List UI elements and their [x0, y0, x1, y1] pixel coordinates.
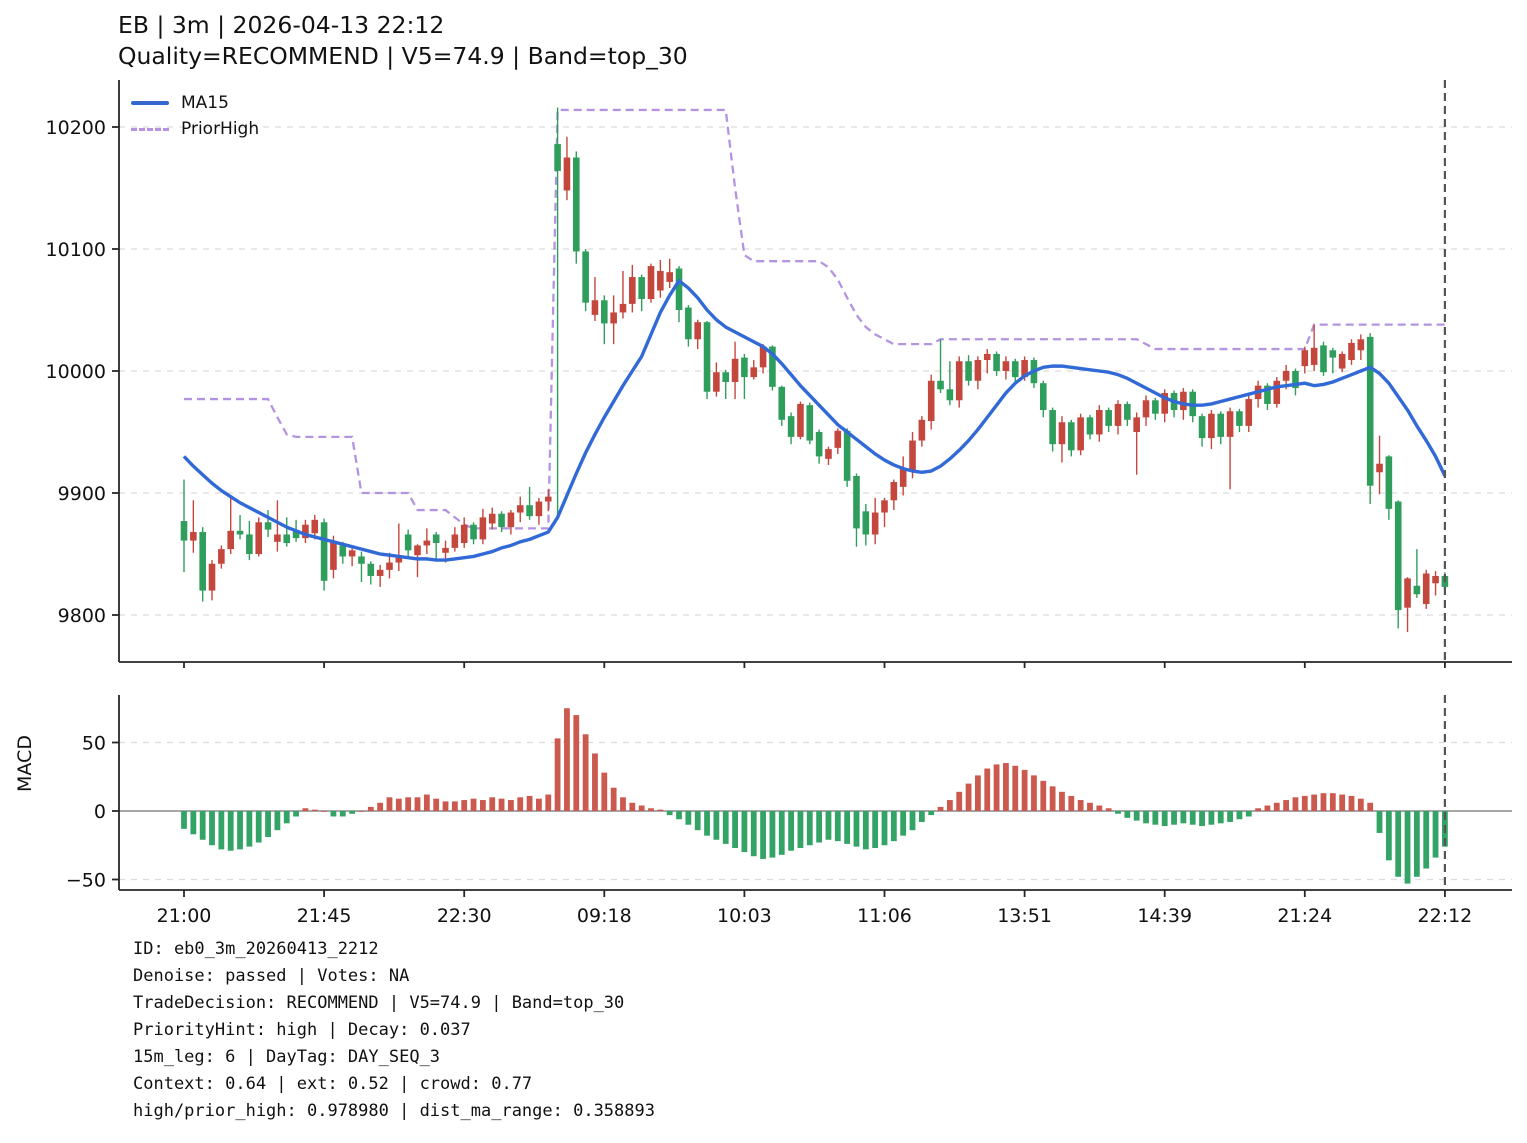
svg-text:22:12: 22:12: [1418, 905, 1473, 927]
title-line-1: EB | 3m | 2026-04-13 22:12: [118, 11, 445, 39]
macd-histogram: [181, 708, 1448, 884]
svg-text:11:06: 11:06: [857, 905, 912, 927]
svg-text:13:51: 13:51: [997, 905, 1052, 927]
svg-text:09:18: 09:18: [577, 905, 632, 927]
svg-text:22:30: 22:30: [437, 905, 492, 927]
svg-text:0: 0: [94, 801, 106, 823]
prior-high-dash-swatch: [131, 127, 169, 131]
legend-item-priorhigh: PriorHigh: [131, 116, 259, 142]
svg-text:10100: 10100: [46, 239, 106, 261]
svg-text:10:03: 10:03: [717, 905, 772, 927]
svg-text:9900: 9900: [58, 483, 106, 505]
svg-text:14:39: 14:39: [1137, 905, 1192, 927]
svg-text:21:00: 21:00: [157, 905, 212, 927]
svg-text:10000: 10000: [46, 361, 106, 383]
legend: MA15 PriorHigh: [131, 90, 259, 142]
prior-high-legend-label: PriorHigh: [181, 119, 260, 139]
footer-metadata: ID: eb0_3m_20260413_2212 Denoise: passed…: [133, 939, 655, 1121]
svg-text:9800: 9800: [58, 605, 106, 627]
svg-text:10200: 10200: [46, 117, 106, 139]
ma15-legend-label: MA15: [181, 93, 229, 113]
svg-text:50: 50: [82, 733, 106, 755]
gridlines: [119, 126, 1512, 881]
prior-high-line: [184, 108, 1445, 530]
svg-text:21:45: 21:45: [297, 905, 352, 927]
ma15-line-swatch: [131, 101, 169, 105]
title-line-2: Quality=RECOMMEND | V5=74.9 | Band=top_3…: [118, 42, 688, 70]
axes-and-ticks: 9800 9900 10000 10100 10200 −50 0 50 21:00 21:45 2…: [46, 80, 1512, 927]
chart-title: EB | 3m | 2026-04-13 22:12 Quality=RECOM…: [118, 10, 688, 72]
legend-item-ma15: MA15: [131, 90, 259, 116]
macd-axis-label: MACD: [14, 735, 36, 792]
candlestick-series: [180, 107, 1449, 633]
ma15-line: [182, 279, 1447, 562]
svg-text:−50: −50: [66, 870, 106, 892]
svg-text:21:24: 21:24: [1277, 905, 1332, 927]
